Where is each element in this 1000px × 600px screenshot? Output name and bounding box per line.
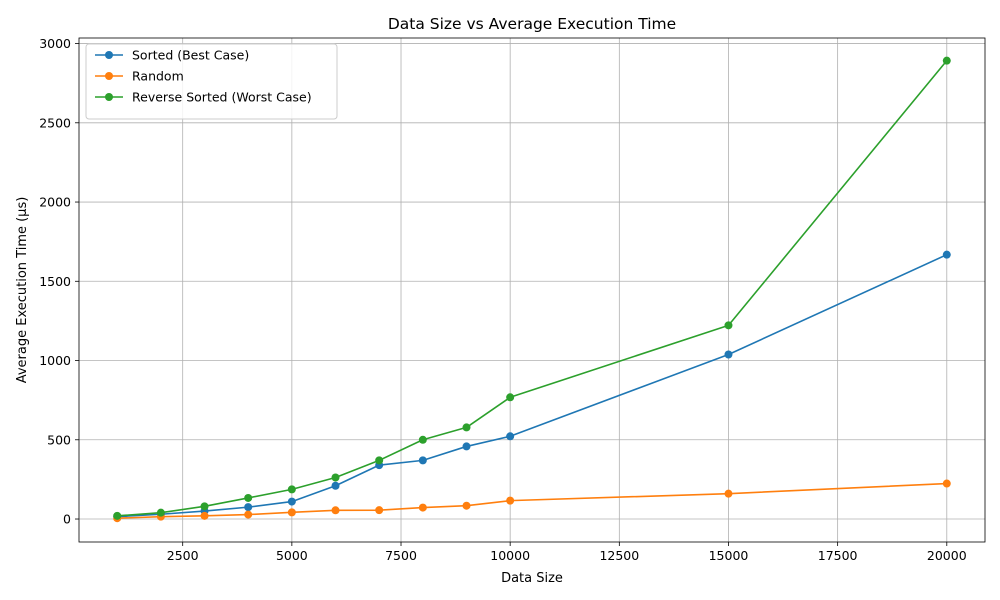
legend: Sorted (Best Case) Random Reverse Sorted (… bbox=[85, 43, 338, 120]
data-point bbox=[375, 456, 384, 465]
y-axis-label: Average Execution Time (µs) bbox=[15, 197, 30, 384]
data-point bbox=[724, 350, 733, 359]
series-line bbox=[117, 482, 947, 520]
data-point bbox=[331, 473, 340, 482]
data-point bbox=[287, 508, 296, 517]
x-tick-label: 2500 bbox=[167, 548, 199, 563]
data-point bbox=[506, 432, 515, 441]
data-point bbox=[375, 506, 384, 515]
x-tick-label: 17500 bbox=[818, 548, 858, 563]
legend-entry: Reverse Sorted (Worst Case) bbox=[95, 90, 312, 105]
legend-label: Reverse Sorted (Worst Case) bbox=[132, 90, 312, 105]
x-tick-label: 12500 bbox=[599, 548, 639, 563]
data-point bbox=[942, 56, 951, 65]
data-point bbox=[724, 489, 733, 498]
legend-marker bbox=[105, 93, 113, 101]
chart-title: Data Size vs Average Execution Time bbox=[388, 15, 676, 33]
y-tick-label: 500 bbox=[47, 432, 71, 447]
y-tick-label: 0 bbox=[63, 512, 71, 527]
data-point bbox=[506, 393, 515, 402]
y-tick-label: 2000 bbox=[39, 195, 71, 210]
series-3 bbox=[113, 56, 951, 520]
y-tick-label: 3000 bbox=[39, 36, 71, 51]
plot-area bbox=[79, 38, 985, 542]
y-axis: 0 500 1000 1500 2000 2500 3000 bbox=[39, 36, 79, 527]
legend-entry: Random bbox=[95, 69, 184, 84]
x-axis: 2500 5000 7500 10000 12500 15000 17500 20000 bbox=[167, 542, 967, 563]
x-tick-label: 20000 bbox=[927, 548, 967, 563]
data-point bbox=[331, 506, 340, 515]
data-point bbox=[462, 423, 471, 432]
legend-marker bbox=[105, 51, 113, 59]
data-point bbox=[287, 485, 296, 494]
data-point bbox=[244, 493, 253, 502]
legend-label: Random bbox=[132, 69, 184, 84]
data-point bbox=[462, 501, 471, 510]
data-point bbox=[244, 510, 253, 519]
data-point bbox=[942, 250, 951, 259]
legend-marker bbox=[105, 72, 113, 80]
legend-entry: Sorted (Best Case) bbox=[95, 48, 249, 63]
data-point bbox=[200, 502, 209, 511]
data-point bbox=[287, 497, 296, 506]
data-point bbox=[724, 321, 733, 330]
data-point bbox=[942, 479, 951, 488]
data-point bbox=[418, 503, 427, 512]
series-line bbox=[117, 253, 948, 518]
data-point bbox=[506, 496, 515, 505]
data-point bbox=[462, 442, 471, 451]
legend-box bbox=[85, 43, 338, 120]
y-tick-label: 2500 bbox=[39, 115, 71, 130]
x-tick-label: 15000 bbox=[709, 548, 749, 563]
x-axis-label: Data Size bbox=[501, 571, 563, 586]
data-point bbox=[156, 508, 165, 517]
y-tick-label: 1000 bbox=[39, 353, 71, 368]
plot-frame bbox=[78, 37, 986, 543]
y-tick-label: 1500 bbox=[39, 274, 71, 289]
data-point bbox=[418, 456, 427, 465]
data-point bbox=[418, 435, 427, 444]
data-point bbox=[244, 503, 253, 512]
series-line bbox=[117, 60, 948, 517]
data-point bbox=[113, 511, 122, 520]
data-point bbox=[200, 511, 209, 520]
data-point bbox=[331, 481, 340, 490]
x-tick-label: 10000 bbox=[490, 548, 530, 563]
x-tick-label: 5000 bbox=[276, 548, 308, 563]
x-tick-label: 7500 bbox=[385, 548, 417, 563]
legend-label: Sorted (Best Case) bbox=[132, 48, 249, 63]
series-layer bbox=[113, 56, 951, 523]
